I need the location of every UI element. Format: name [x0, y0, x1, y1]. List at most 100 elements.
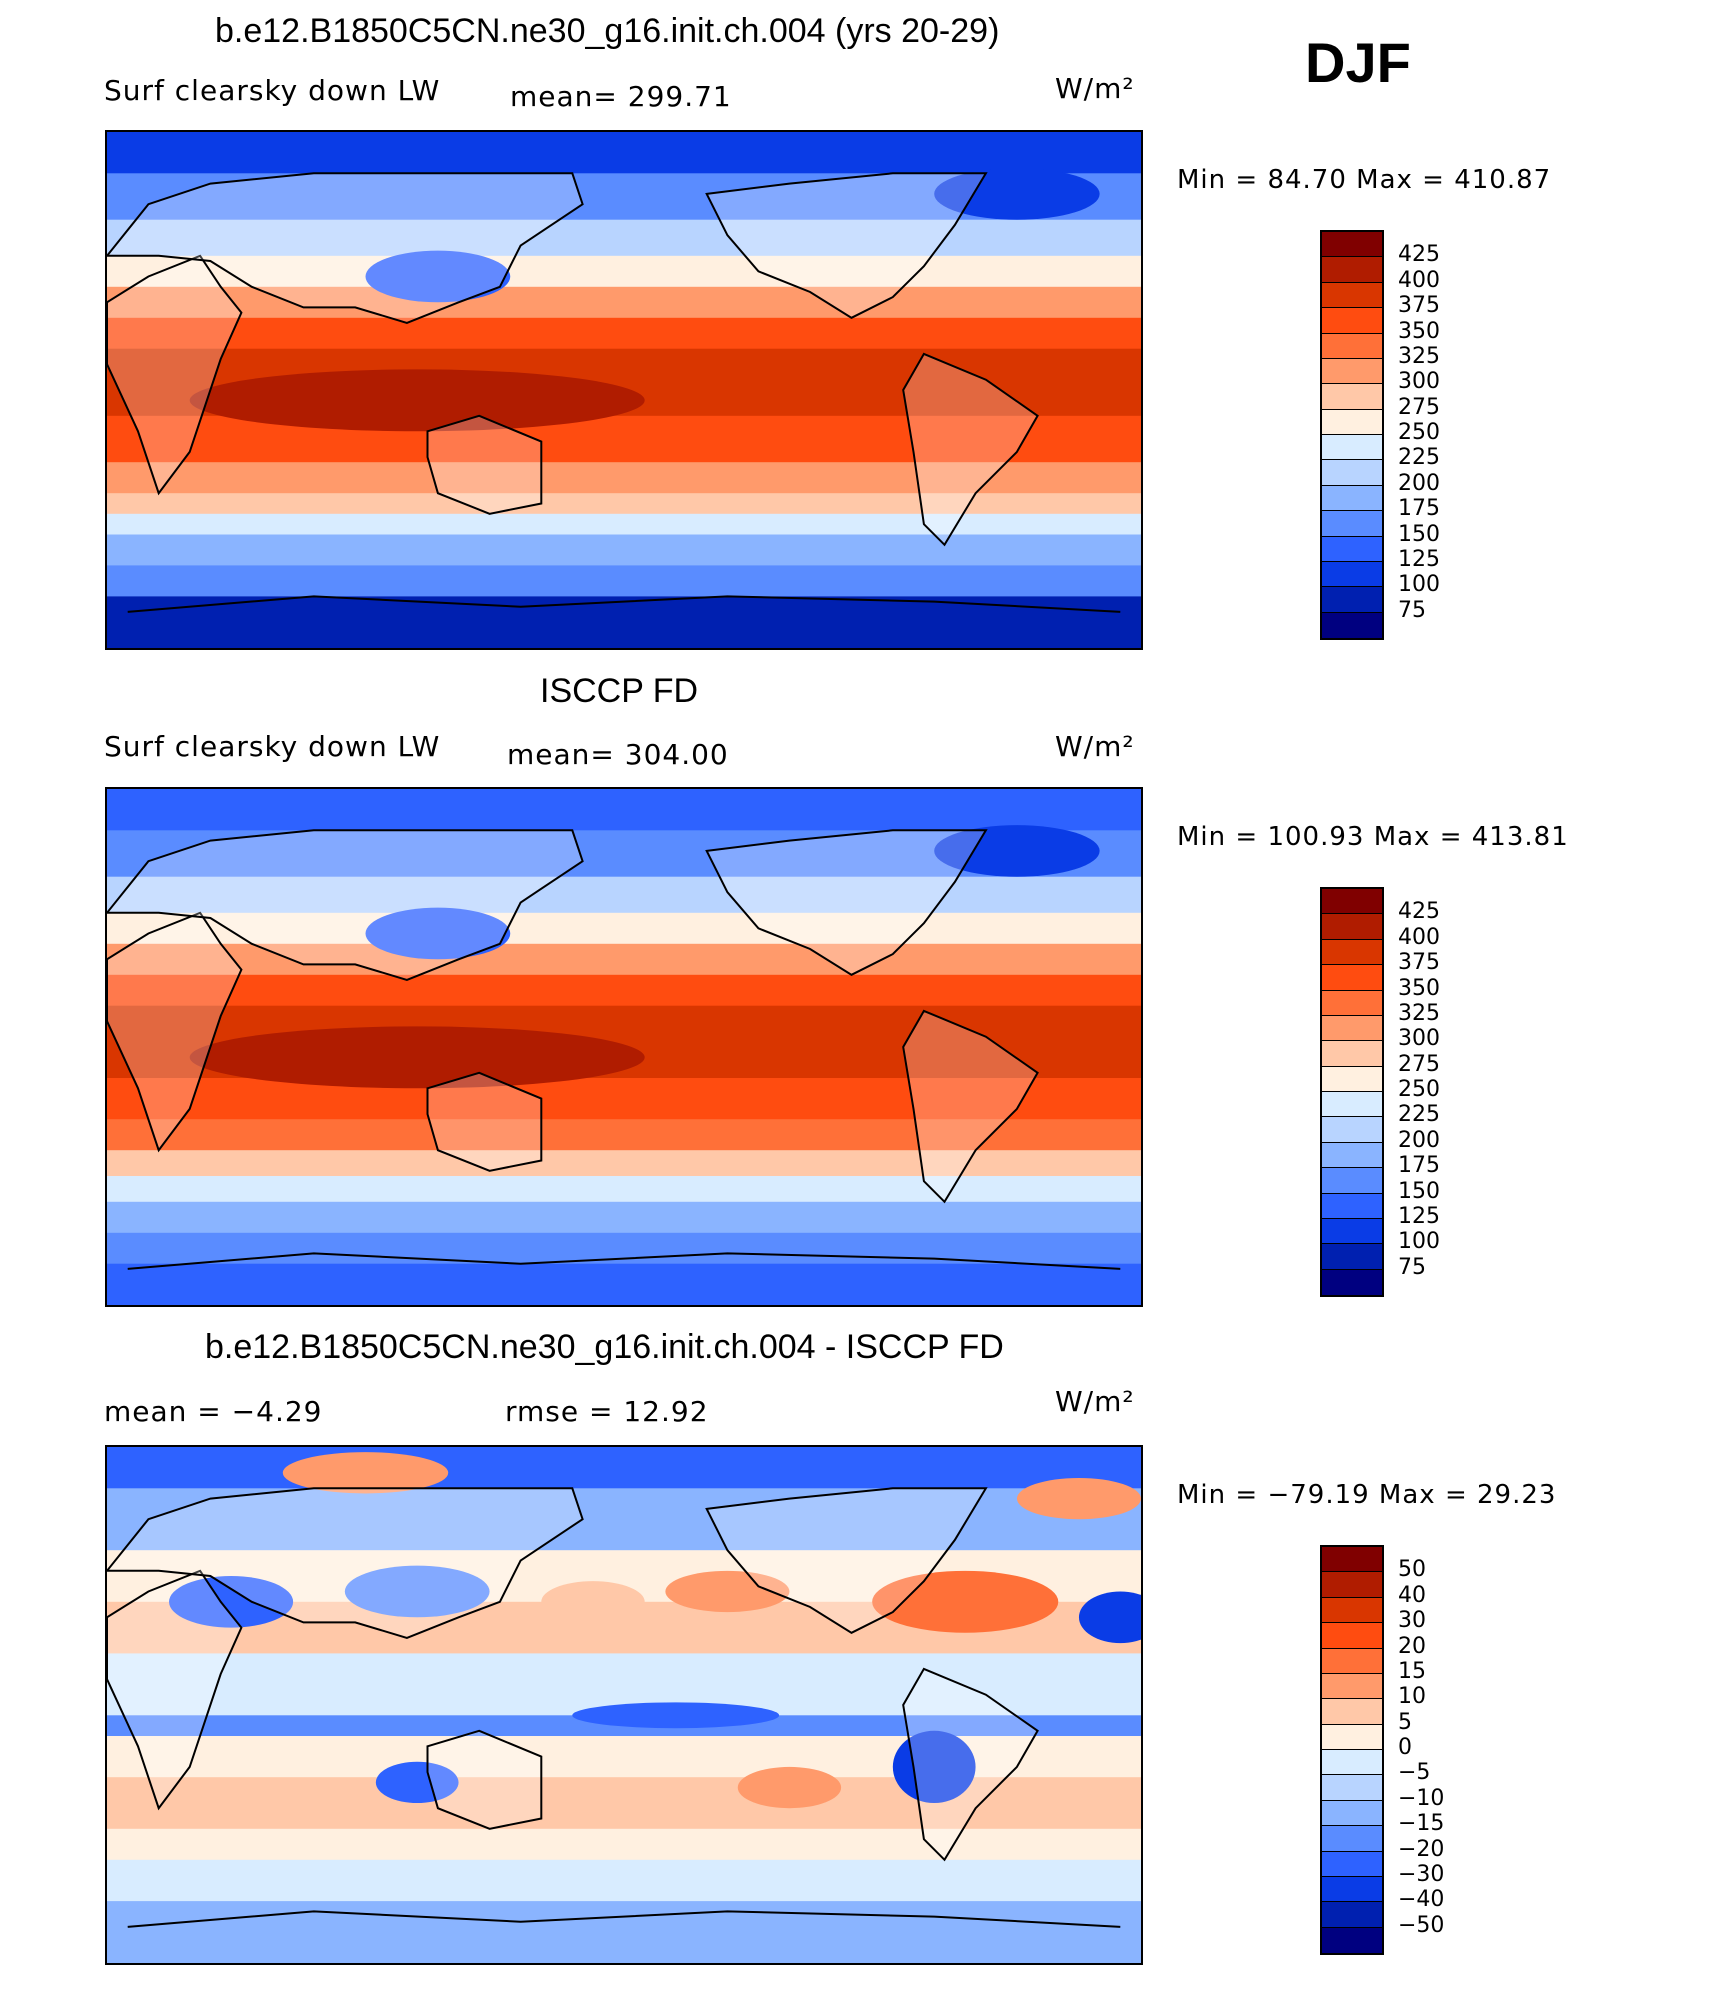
- anomaly-region: [737, 1766, 842, 1809]
- coastlines: [107, 1487, 1121, 1928]
- field-band: [107, 1263, 1141, 1305]
- colorbar-tick-label: 250: [1398, 1077, 1440, 1102]
- anomaly-region: [375, 1761, 459, 1804]
- field-band: [107, 1176, 1141, 1203]
- colorbar-swatch: [1322, 1826, 1382, 1852]
- colorbar-swatch: [1322, 384, 1382, 410]
- coastlines: [107, 829, 1121, 1270]
- colorbar-swatch: [1322, 1066, 1382, 1092]
- colorbar-tick-label: −50: [1398, 1912, 1445, 1938]
- colorbar-tick-label: 10: [1398, 1684, 1426, 1710]
- field-band: [107, 565, 1141, 598]
- colorbar-tick-label: 300: [1398, 369, 1440, 395]
- coastline: [705, 1487, 988, 1634]
- field-band: [107, 1488, 1141, 1552]
- warm-pool: [189, 1026, 645, 1089]
- colorbar-swatch: [1322, 1193, 1382, 1219]
- anomaly-region: [1016, 1477, 1141, 1520]
- field-band: [107, 493, 1141, 515]
- coastline: [127, 595, 1121, 613]
- colorbar-swatch: [1322, 1800, 1382, 1827]
- colorbar-swatch: [1322, 612, 1382, 638]
- colorbar-tick-label: 375: [1398, 950, 1440, 976]
- colorbar-tick-label: 50: [1398, 1557, 1426, 1583]
- field-band: [107, 912, 1141, 945]
- field-band: [107, 1828, 1141, 1861]
- colorbar-swatch: [1322, 1168, 1382, 1194]
- panel-2-variable-label: Surf clearsky down LW: [104, 730, 441, 763]
- panel-2-map: [105, 787, 1143, 1307]
- colorbar-swatch: [1322, 889, 1382, 915]
- colorbar-tick-label: −40: [1398, 1887, 1445, 1913]
- coastline: [127, 1252, 1121, 1270]
- field-band: [107, 974, 1141, 1007]
- field-band: [107, 876, 1141, 914]
- colorbar-tick-label: 75: [1398, 1254, 1426, 1280]
- colorbar-tick-label: 100: [1398, 1229, 1440, 1255]
- field-band: [107, 1201, 1141, 1234]
- colorbar-swatch: [1322, 1269, 1382, 1295]
- colorbar-tick-label: 275: [1398, 394, 1440, 420]
- colorbar-swatch: [1322, 1142, 1382, 1169]
- panel-3-map: [105, 1445, 1143, 1965]
- coastline: [127, 1910, 1121, 1928]
- colorbar-swatch: [1322, 536, 1382, 562]
- panel-3-colorbar: [1320, 1545, 1384, 1955]
- colorbar-swatch: [1322, 939, 1382, 966]
- panel-1-mean: mean= 299.71: [510, 80, 732, 113]
- colorbar-swatch: [1322, 282, 1382, 309]
- colorbar-swatch: [1322, 1724, 1382, 1750]
- colorbar-swatch: [1322, 965, 1382, 991]
- panel-3-colorbar-labels: 50 40 30 20 15 10 5 0 −5 −10 −15 −20 −30 −40 −50: [1398, 1545, 1478, 1951]
- field-band: [107, 1859, 1141, 1903]
- field-band: [107, 513, 1141, 536]
- coastline: [107, 1487, 584, 1639]
- colorbar-tick-label: 325: [1398, 1000, 1440, 1026]
- field-band: [107, 596, 1141, 648]
- panel-3-rmse: rmse = 12.92: [505, 1395, 709, 1428]
- panel-1-units: W/m²: [1055, 72, 1135, 105]
- colorbar-tick-label: 150: [1398, 1178, 1440, 1204]
- colorbar-swatch: [1322, 460, 1382, 486]
- colorbar-tick-label: 175: [1398, 496, 1440, 522]
- colorbar-tick-label: 175: [1398, 1153, 1440, 1179]
- colorbar-tick-label: 275: [1398, 1051, 1440, 1077]
- panel-1-title: b.e12.B1850C5CN.ne30_g16.init.ch.004 (yr…: [215, 12, 1000, 50]
- colorbar-tick-label: 15: [1398, 1658, 1426, 1684]
- colorbar-swatch: [1322, 308, 1382, 334]
- colorbar-swatch: [1322, 257, 1382, 283]
- colorbar-tick-label: 0: [1398, 1735, 1412, 1760]
- coastline: [107, 254, 243, 496]
- panel-2-minmax: Min = 100.93 Max = 413.81: [1177, 822, 1569, 852]
- colorbar-tick-label: 75: [1398, 597, 1426, 623]
- field-band: [107, 1150, 1141, 1177]
- field-band: [107, 462, 1141, 495]
- panel-3-title: b.e12.B1850C5CN.ne30_g16.init.ch.004 - I…: [205, 1328, 1004, 1366]
- colorbar-tick-label: 100: [1398, 572, 1440, 598]
- colorbar-tick-label: −30: [1398, 1861, 1445, 1887]
- colorbar-swatch: [1322, 1699, 1382, 1725]
- colorbar-swatch: [1322, 1623, 1382, 1649]
- colorbar-swatch: [1322, 1648, 1382, 1674]
- colorbar-tick-label: 30: [1398, 1608, 1426, 1634]
- colorbar-tick-label: −10: [1398, 1785, 1445, 1811]
- panel-2-mean: mean= 304.00: [507, 738, 729, 771]
- colorbar-swatch: [1322, 232, 1382, 258]
- coastline: [107, 829, 584, 981]
- season-label: DJF: [1305, 31, 1411, 94]
- colorbar-swatch: [1322, 587, 1382, 613]
- colorbar-swatch: [1322, 990, 1382, 1016]
- colorbar-swatch: [1322, 1927, 1382, 1953]
- colorbar-swatch: [1322, 1117, 1382, 1143]
- panel-2-map-canvas: [107, 789, 1141, 1305]
- coastline: [426, 1071, 543, 1172]
- colorbar-swatch: [1322, 1547, 1382, 1573]
- coastline: [902, 352, 1039, 547]
- panel-2-colorbar-labels: 425 400 375 350 325 300 275 250 225 200 175 150 125 1…: [1398, 887, 1478, 1293]
- coastlines: [107, 172, 1121, 613]
- colorbar-tick-label: 200: [1398, 1127, 1440, 1153]
- colorbar-swatch: [1322, 1750, 1382, 1776]
- panel-2-units: W/m²: [1055, 730, 1135, 763]
- anomaly-region: [572, 1702, 780, 1729]
- panel-3-units: W/m²: [1055, 1385, 1135, 1418]
